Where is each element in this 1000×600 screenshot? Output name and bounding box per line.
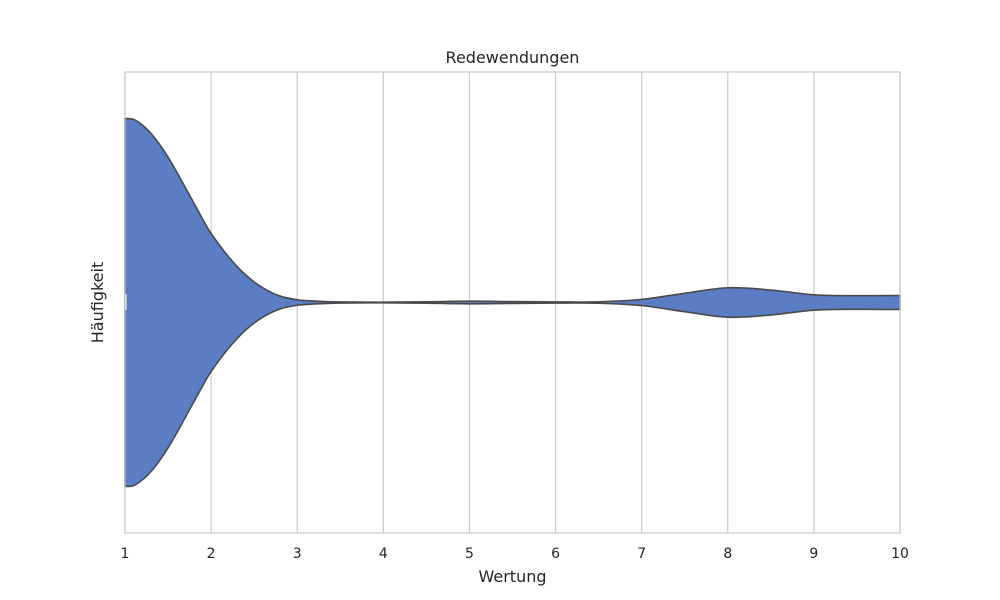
x-tick-label: 4 — [379, 546, 388, 562]
chart-title: Redewendungen — [446, 48, 580, 67]
x-tick-labels: 1 2 3 4 5 6 7 8 9 10 — [121, 546, 909, 562]
x-tick-label: 2 — [207, 546, 216, 562]
x-tick-label: 1 — [121, 546, 130, 562]
x-tick-label: 9 — [809, 546, 818, 562]
x-tick-label: 7 — [637, 546, 646, 562]
x-tick-label: 6 — [551, 546, 560, 562]
x-tick-label: 3 — [293, 546, 302, 562]
x-axis-label: Wertung — [478, 567, 546, 586]
x-tick-label: 10 — [891, 546, 909, 562]
plot-frame — [124, 71, 901, 534]
x-tick-label: 5 — [465, 546, 474, 562]
x-tick-label: 8 — [723, 546, 732, 562]
y-axis-label: Häufigkeit — [88, 262, 107, 343]
